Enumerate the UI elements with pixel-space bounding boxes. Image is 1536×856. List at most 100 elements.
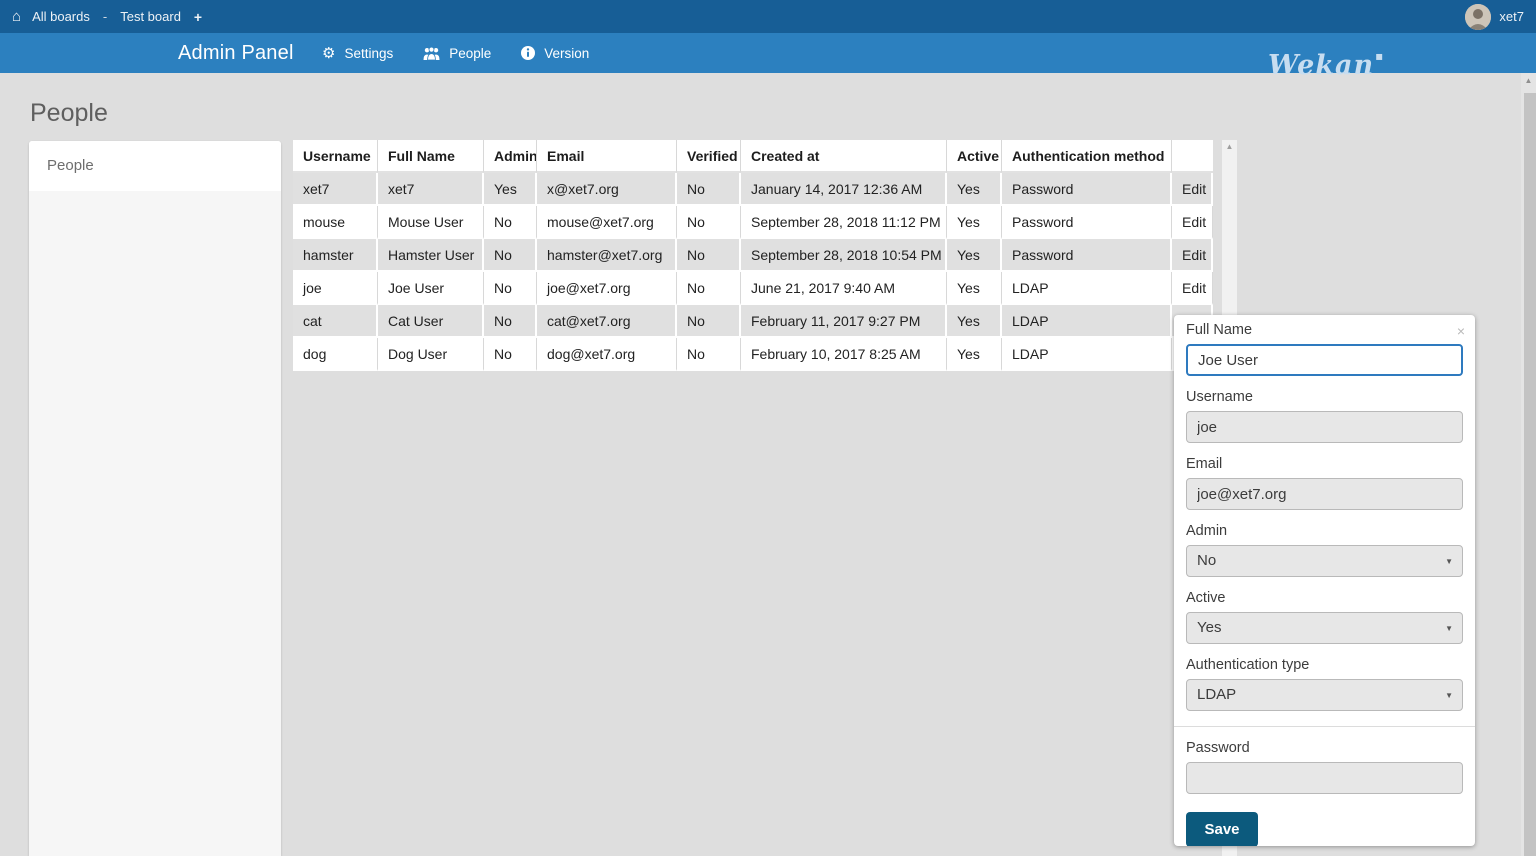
- info-icon: [521, 46, 536, 60]
- page-scroll-up-icon[interactable]: ▲: [1524, 76, 1533, 85]
- cell-verified: No: [677, 272, 741, 305]
- scroll-up-icon[interactable]: ▲: [1225, 142, 1234, 151]
- cell-admin: No: [484, 272, 537, 305]
- auth-type-label: Authentication type: [1186, 657, 1310, 673]
- cell-edit: Edit: [1172, 173, 1213, 206]
- cell-full-name: Joe User: [378, 272, 484, 305]
- column-header-username: Username: [293, 140, 378, 173]
- active-label: Active: [1186, 590, 1226, 606]
- cell-admin: Yes: [484, 173, 537, 206]
- table-row: cat Cat User No cat@xet7.org No February 11, …: [293, 305, 1213, 338]
- nav-people[interactable]: People: [423, 46, 491, 61]
- nav-settings[interactable]: ⚙ Settings: [322, 46, 393, 61]
- breadcrumb-all-boards[interactable]: All boards: [32, 9, 90, 24]
- cell-full-name: xet7: [378, 173, 484, 206]
- cell-created-at: September 28, 2018 10:54 PM: [741, 239, 947, 272]
- column-header-active: Active: [947, 140, 1002, 173]
- password-input[interactable]: [1186, 762, 1463, 794]
- cell-verified: No: [677, 173, 741, 206]
- cell-username: cat: [293, 305, 378, 338]
- cell-active: Yes: [947, 173, 1002, 206]
- home-icon[interactable]: ⌂: [12, 8, 22, 25]
- admin-select[interactable]: No ▼: [1186, 545, 1463, 577]
- cell-full-name: Cat User: [378, 305, 484, 338]
- auth-type-select[interactable]: LDAP ▼: [1186, 679, 1463, 711]
- nav-version-label: Version: [544, 45, 590, 61]
- user-avatar[interactable]: [1465, 3, 1492, 30]
- admin-select-value: No: [1197, 552, 1217, 569]
- cell-email: mouse@xet7.org: [537, 206, 677, 239]
- top-navbar: ⌂ All boards - Test board + xet7: [0, 0, 1536, 33]
- cell-email: joe@xet7.org: [537, 272, 677, 305]
- cell-created-at: September 28, 2018 11:12 PM: [741, 206, 947, 239]
- add-board-icon[interactable]: +: [193, 8, 203, 25]
- current-username[interactable]: xet7: [1499, 9, 1524, 24]
- cell-verified: No: [677, 338, 741, 371]
- auth-type-select-value: LDAP: [1197, 686, 1237, 703]
- chevron-down-icon: ▼: [1445, 691, 1453, 700]
- cell-admin: No: [484, 206, 537, 239]
- cell-email: hamster@xet7.org: [537, 239, 677, 272]
- cell-auth-method: LDAP: [1002, 272, 1172, 305]
- table-row: hamster Hamster User No hamster@xet7.org No S…: [293, 239, 1213, 272]
- cell-auth-method: Password: [1002, 239, 1172, 272]
- cell-verified: No: [677, 239, 741, 272]
- save-button[interactable]: Save: [1186, 812, 1258, 846]
- breadcrumb-separator: -: [102, 9, 108, 24]
- cell-created-at: February 11, 2017 9:27 PM: [741, 305, 947, 338]
- table-row: joe Joe User No joe@xet7.org No June 21, 2017…: [293, 272, 1213, 305]
- username-input: [1186, 411, 1463, 443]
- edit-link[interactable]: Edit: [1182, 279, 1207, 296]
- active-select[interactable]: Yes ▼: [1186, 612, 1463, 644]
- cell-created-at: June 21, 2017 9:40 AM: [741, 272, 947, 305]
- page-title: Admin Panel: [178, 42, 294, 64]
- table-row: mouse Mouse User No mouse@xet7.org No Septemb…: [293, 206, 1213, 239]
- edit-link[interactable]: Edit: [1182, 213, 1207, 230]
- cell-created-at: February 10, 2017 8:25 AM: [741, 338, 947, 371]
- cell-active: Yes: [947, 272, 1002, 305]
- admin-nav: ⚙ Settings People Version: [322, 33, 589, 73]
- edit-link[interactable]: Edit: [1182, 180, 1207, 197]
- gear-icon: ⚙: [322, 44, 336, 62]
- cell-full-name: Mouse User: [378, 206, 484, 239]
- popup-divider: [1174, 726, 1475, 727]
- edit-user-popup: × Full Name Username Email Admin No ▼ Ac…: [1174, 315, 1475, 846]
- cell-active: Yes: [947, 338, 1002, 371]
- cell-admin: No: [484, 305, 537, 338]
- nav-people-label: People: [449, 45, 492, 61]
- full-name-input[interactable]: [1186, 344, 1463, 376]
- page-scrollbar[interactable]: ▲: [1521, 73, 1536, 856]
- cell-edit: Edit: [1172, 206, 1213, 239]
- admin-header-bar: Admin Panel ⚙ Settings People Version: [0, 33, 1536, 81]
- avatar-image: [1465, 3, 1492, 30]
- cell-username: joe: [293, 272, 378, 305]
- nav-version[interactable]: Version: [521, 46, 589, 61]
- cell-auth-method: LDAP: [1002, 338, 1172, 371]
- cell-username: mouse: [293, 206, 378, 239]
- column-header-admin: Admin: [484, 140, 537, 173]
- close-icon[interactable]: ×: [1456, 323, 1465, 339]
- edit-link[interactable]: Edit: [1182, 246, 1207, 263]
- column-header-created-at: Created at: [741, 140, 947, 173]
- column-header-full-name: Full Name: [378, 140, 484, 173]
- cell-verified: No: [677, 305, 741, 338]
- people-icon: [423, 46, 440, 60]
- column-header-auth-method: Authentication method: [1002, 140, 1172, 173]
- chevron-down-icon: ▼: [1445, 624, 1453, 633]
- section-heading: People: [30, 99, 108, 127]
- table-header-row: Username Full Name Admin Email Verified Creat…: [293, 140, 1213, 173]
- sidebar-item-people[interactable]: People: [29, 141, 281, 191]
- cell-verified: No: [677, 206, 741, 239]
- cell-active: Yes: [947, 305, 1002, 338]
- cell-active: Yes: [947, 239, 1002, 272]
- cell-username: dog: [293, 338, 378, 371]
- breadcrumb-board[interactable]: Test board: [120, 9, 181, 24]
- cell-full-name: Hamster User: [378, 239, 484, 272]
- sidebar: People: [29, 141, 281, 856]
- password-label: Password: [1186, 740, 1250, 756]
- cell-edit: Edit: [1172, 239, 1213, 272]
- cell-edit: Edit: [1172, 272, 1213, 305]
- page-scrollbar-thumb[interactable]: [1524, 93, 1536, 856]
- username-label: Username: [1186, 389, 1253, 405]
- wekan-logo: Wekan▪: [1268, 49, 1385, 81]
